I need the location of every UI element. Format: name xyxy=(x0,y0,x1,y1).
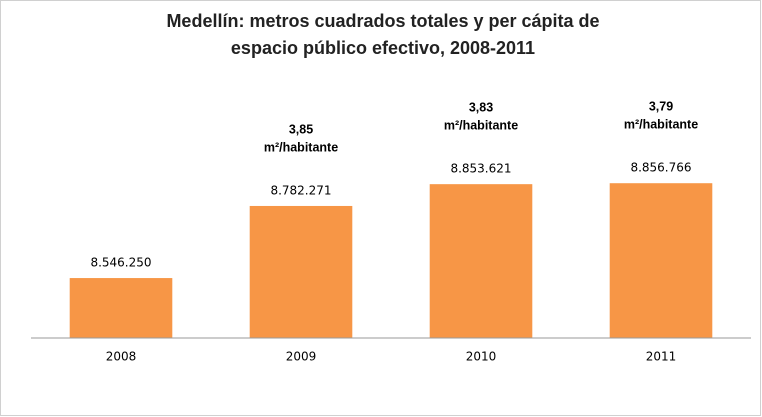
per-capita-value: 3,83 xyxy=(469,100,493,114)
bar xyxy=(609,183,713,338)
chart-title: espacio público efectivo, 2008-2011 xyxy=(231,38,535,58)
bar xyxy=(69,278,173,338)
per-capita-value: 3,79 xyxy=(649,100,673,114)
per-capita-unit: m²/habitante xyxy=(264,140,338,154)
bar xyxy=(429,184,533,338)
data-label: 8.782.271 xyxy=(270,183,331,197)
x-tick-label: 2009 xyxy=(286,350,317,364)
per-capita-unit: m²/habitante xyxy=(444,118,518,132)
data-label: 8.856.766 xyxy=(630,161,691,175)
data-label: 8.546.250 xyxy=(90,256,151,270)
x-tick-label: 2010 xyxy=(466,350,497,364)
per-capita-unit: m²/habitante xyxy=(624,118,698,132)
data-label: 8.853.621 xyxy=(450,162,511,176)
per-capita-value: 3,85 xyxy=(289,122,313,136)
bar xyxy=(249,205,353,338)
x-tick-label: 2008 xyxy=(106,350,137,364)
x-tick-label: 2011 xyxy=(646,350,677,364)
chart-title: Medellín: metros cuadrados totales y per… xyxy=(166,11,599,31)
